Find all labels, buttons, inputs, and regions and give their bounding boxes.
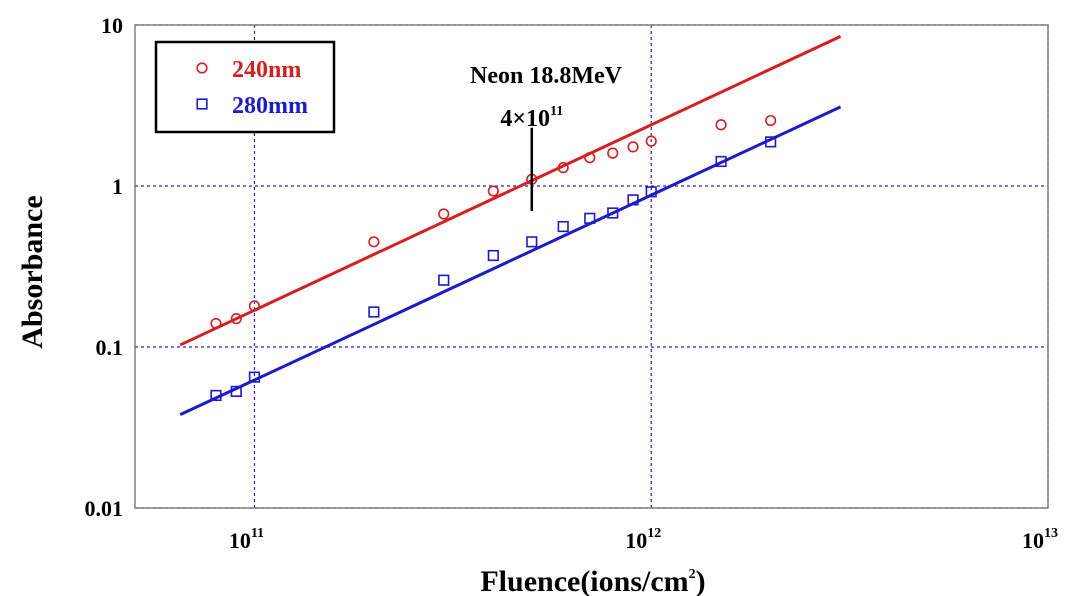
point-280mm [438, 274, 450, 286]
point-280mm [645, 186, 657, 198]
point-240nm [607, 147, 619, 159]
point-240nm [487, 185, 499, 197]
fit-line-240nm [179, 35, 842, 347]
y-axis-title: Absorbance [16, 195, 49, 348]
point-280mm [368, 306, 380, 318]
point-280mm [584, 212, 596, 224]
annotation: Neon 18.8MeV 4×1011 [470, 63, 623, 211]
legend-marker-240nm [196, 62, 208, 74]
point-240nm [438, 208, 450, 220]
tick-labels: 10 1 0.1 0.01 1011 1012 1013 [85, 13, 1059, 553]
point-240nm [645, 135, 657, 147]
legend-label-240nm: 240nm [232, 57, 301, 83]
legend-label-280mm: 280mm [232, 93, 308, 119]
point-240nm [210, 317, 222, 330]
point-240nm [715, 119, 727, 131]
point-240nm [230, 313, 242, 325]
legend-box [154, 40, 336, 134]
annotation-value: 4×1011 [500, 104, 563, 132]
point-280mm [526, 236, 538, 248]
legend-marker-280mm [196, 98, 208, 110]
y-tick-label: 1 [112, 174, 123, 199]
point-280mm [230, 385, 242, 397]
point-280mm [607, 207, 619, 219]
point-240nm [584, 152, 596, 164]
x-tick-label: 1013 [1022, 526, 1058, 553]
y-tick-label: 0.01 [85, 496, 124, 521]
y-tick-label: 0.1 [96, 335, 124, 360]
x-tick-label: 1012 [625, 526, 661, 553]
annotation-title: Neon 18.8MeV [470, 63, 623, 89]
point-280mm [715, 155, 727, 168]
point-240nm [557, 162, 569, 174]
data-points [210, 114, 777, 402]
fit-lines [179, 35, 842, 417]
point-280mm [627, 194, 639, 206]
x-axis-title: Fluence(ions/cm2) [480, 565, 705, 596]
point-240nm [368, 236, 380, 248]
plot-frame [134, 24, 1049, 509]
point-240nm [765, 114, 777, 127]
point-280mm [248, 371, 261, 383]
legend: 240nm 280mm [154, 40, 336, 134]
point-280mm [210, 389, 222, 402]
point-280mm [557, 220, 569, 233]
point-240nm [248, 300, 261, 312]
point-240nm [627, 141, 639, 153]
point-280mm [765, 136, 777, 148]
y-tick-label: 10 [101, 13, 123, 38]
x-tick-label: 1011 [229, 526, 264, 553]
point-280mm [487, 249, 499, 262]
fit-line-280mm [179, 105, 842, 417]
